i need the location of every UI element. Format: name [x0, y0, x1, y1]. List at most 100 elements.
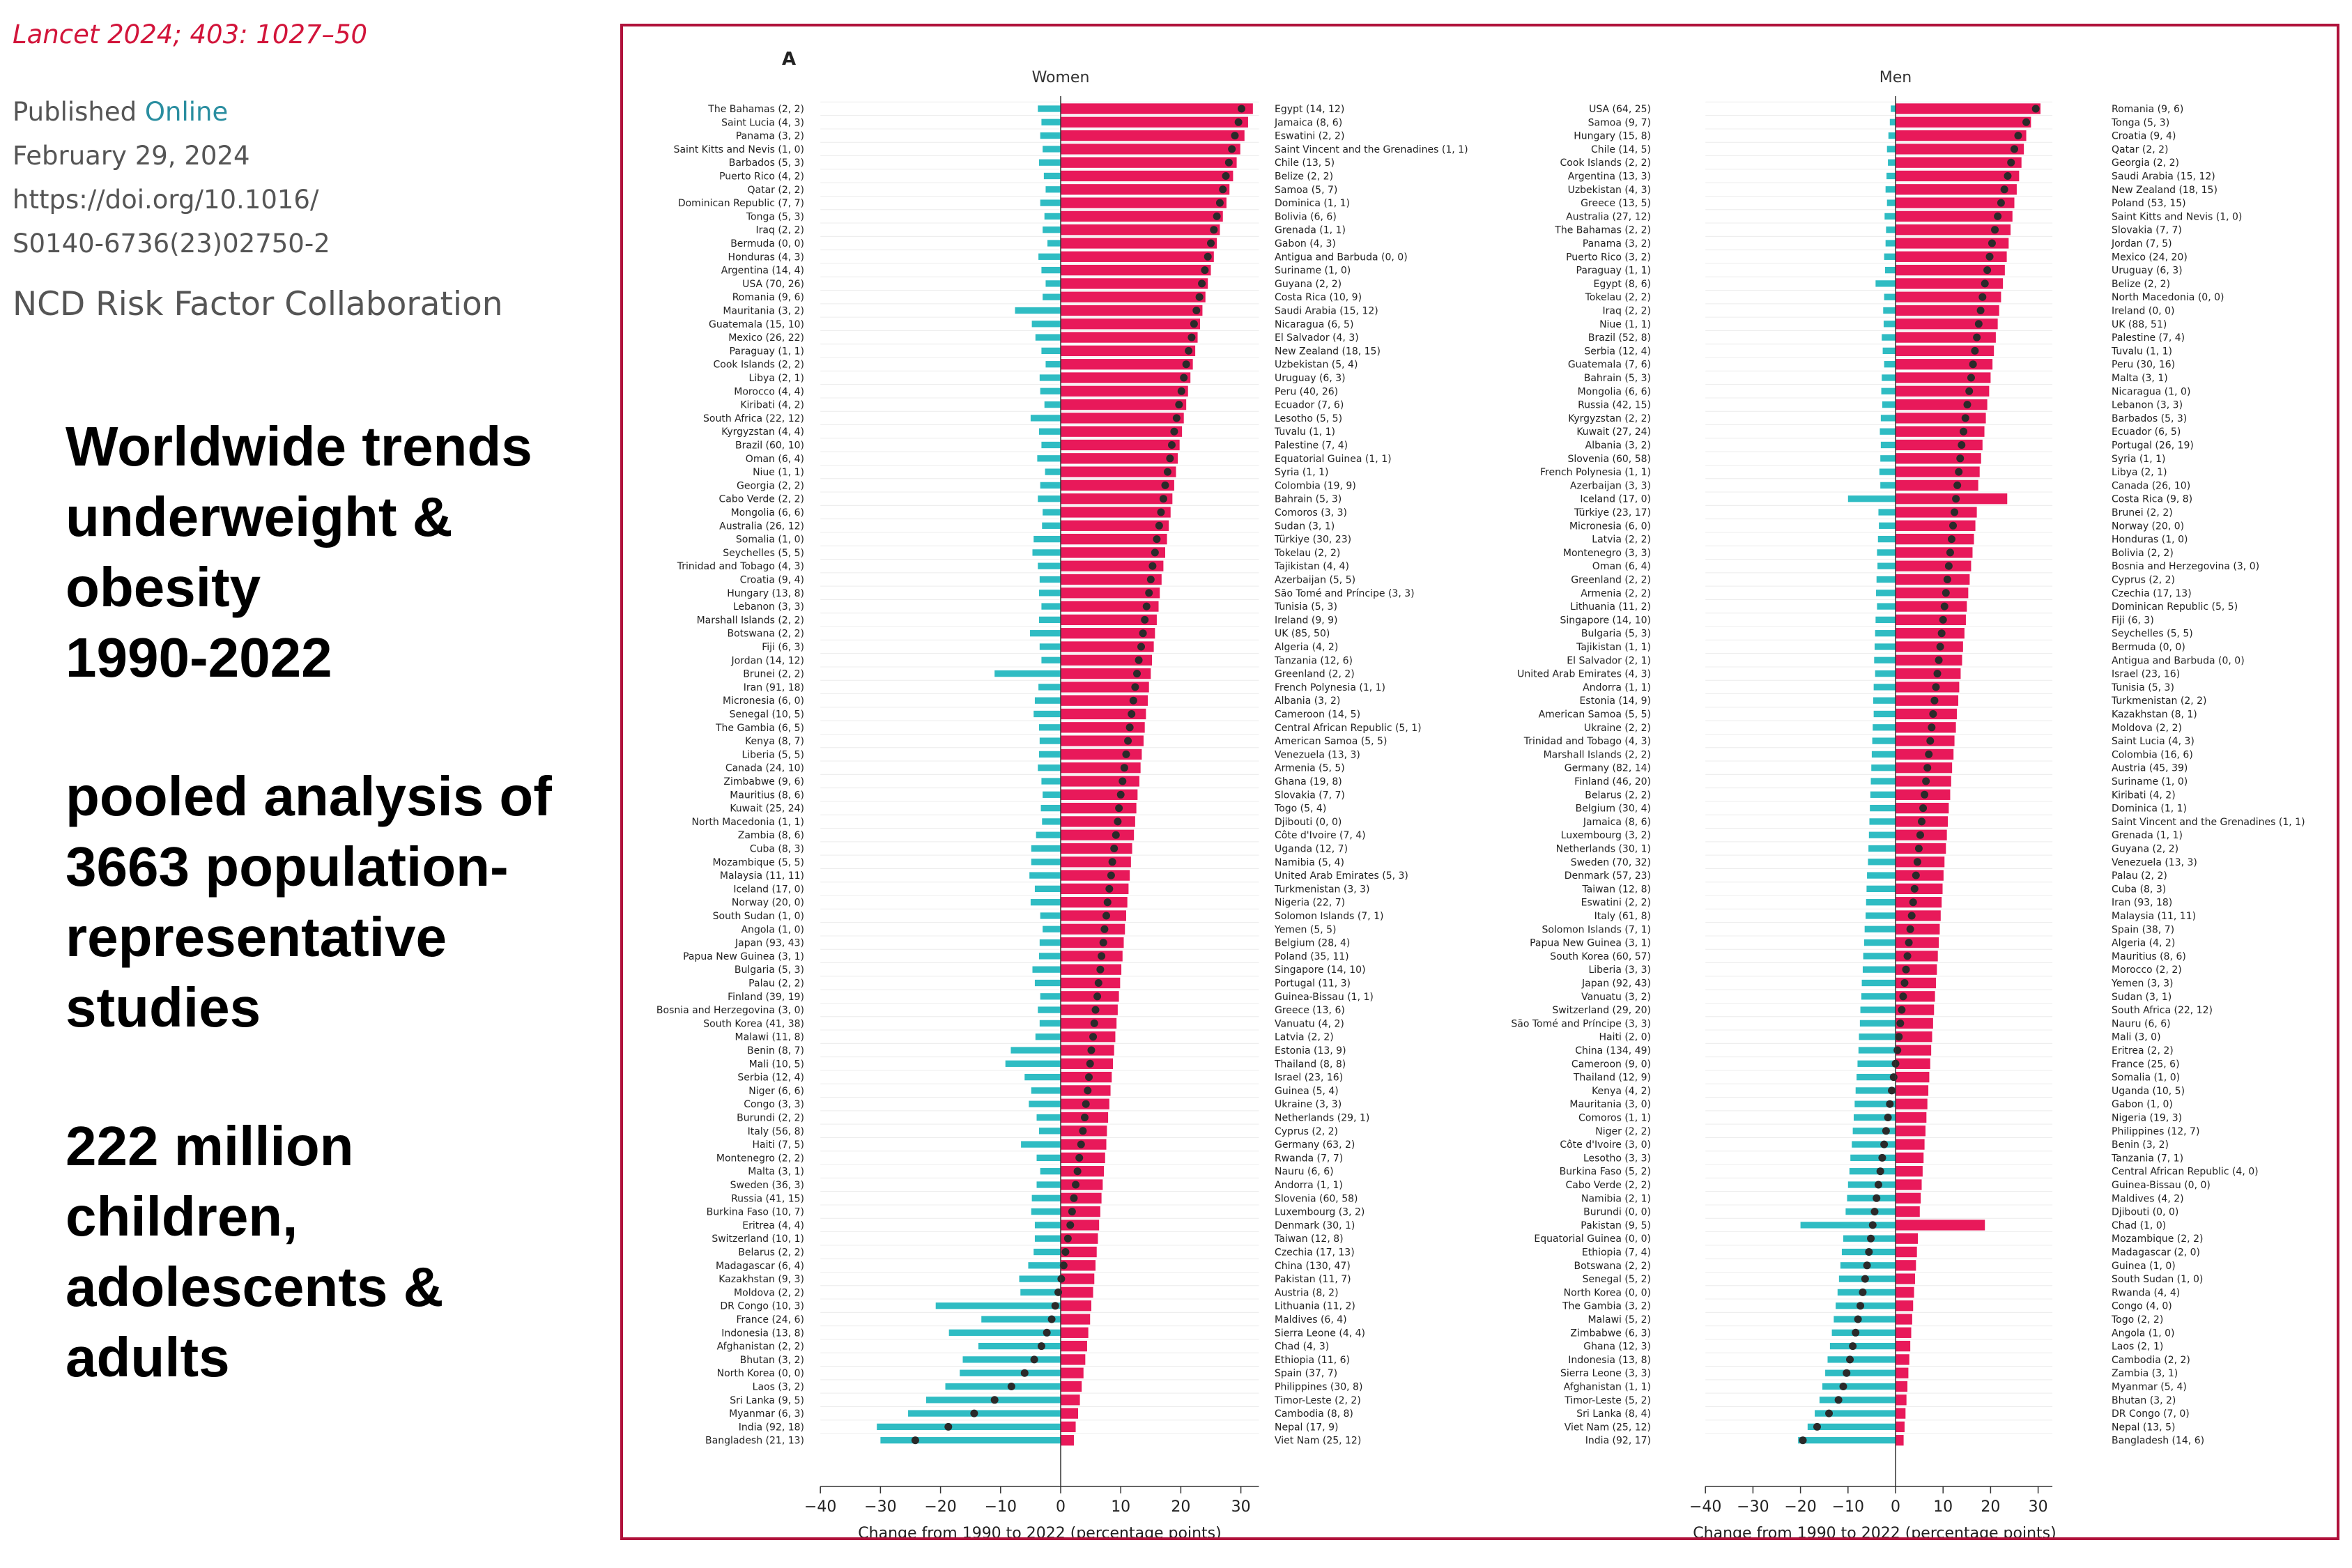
- underweight-bar: [1798, 1437, 1896, 1444]
- x-axis-label: Change from 1990 to 2022 (percentage poi…: [858, 1525, 1221, 1537]
- country-label-left: Comoros (1, 1): [1578, 1113, 1651, 1124]
- net-change-dot: [1974, 320, 1983, 328]
- country-label-right: Mozambique (2, 2): [2112, 1233, 2203, 1245]
- country-label-left: Tonga (5, 3): [746, 211, 804, 222]
- country-label-left: Sweden (70, 32): [1571, 857, 1651, 868]
- country-label-right: Guinea (1, 0): [2112, 1261, 2176, 1272]
- obesity-bar: [1061, 426, 1183, 437]
- net-change-dot: [1084, 1086, 1092, 1095]
- country-label-left: Singapore (14, 10): [1560, 615, 1651, 626]
- country-label-right: Syria (1, 1): [1275, 467, 1329, 478]
- country-label-left: Afghanistan (2, 2): [717, 1342, 804, 1353]
- country-label-left: Malaysia (11, 11): [720, 870, 804, 882]
- country-label-left: Niue (1, 1): [753, 467, 804, 478]
- country-label-right: Azerbaijan (5, 5): [1275, 575, 1355, 586]
- country-label-right: Kiribati (4, 2): [2112, 790, 2176, 801]
- country-label-right: Bhutan (3, 2): [2112, 1395, 2176, 1406]
- obesity-bar: [1896, 1220, 1985, 1231]
- country-label-left: Slovenia (60, 58): [1568, 454, 1652, 465]
- net-change-dot: [1893, 1046, 1902, 1054]
- underweight-bar: [1031, 859, 1061, 866]
- net-change-dot: [1182, 360, 1190, 369]
- country-label-left: Bermuda (0, 0): [730, 238, 804, 249]
- country-label-right: Djibouti (0, 0): [2112, 1207, 2178, 1218]
- country-label-right: Nigeria (19, 3): [2112, 1113, 2182, 1124]
- underweight-bar: [1021, 1141, 1061, 1148]
- country-label-right: Saint Lucia (4, 3): [2112, 736, 2195, 747]
- net-change-dot: [911, 1436, 919, 1445]
- net-change-dot: [1971, 346, 1979, 355]
- obesity-bar: [1896, 264, 2005, 276]
- obesity-bar: [1061, 1314, 1091, 1325]
- obesity-bar: [1061, 762, 1141, 774]
- country-label-right: Uruguay (6, 3): [2112, 266, 2183, 277]
- net-change-dot: [1161, 481, 1169, 489]
- country-label-right: Uganda (10, 5): [2112, 1086, 2185, 1097]
- doi-line-1: https://doi.org/10.1016/: [13, 185, 319, 215]
- obesity-bar: [1896, 601, 1967, 612]
- obesity-bar: [1061, 628, 1155, 639]
- country-label-left: The Gambia (6, 5): [715, 723, 804, 734]
- obesity-bar: [1061, 359, 1193, 370]
- net-change-dot: [2011, 145, 2018, 153]
- country-label-right: Bermuda (0, 0): [2112, 642, 2185, 653]
- obesity-bar: [1896, 238, 2009, 249]
- country-label-right: Romania (9, 6): [2112, 104, 2183, 115]
- net-change-dot: [1951, 508, 1959, 516]
- net-change-dot: [1978, 293, 1987, 301]
- country-label-left: Thailand (12, 9): [1573, 1073, 1651, 1084]
- obesity-bar: [1896, 1367, 1909, 1378]
- country-label-right: Philippines (12, 7): [2112, 1126, 2199, 1137]
- country-label-right: Spain (38, 7): [2112, 924, 2174, 935]
- net-change-dot: [1091, 1006, 1100, 1014]
- obesity-bar: [1061, 923, 1125, 935]
- x-tick-label: 20: [1981, 1498, 2000, 1516]
- underweight-bar: [1870, 804, 1896, 812]
- underweight-bar: [1864, 925, 1896, 932]
- country-label-left: Iraq (2, 2): [1603, 306, 1651, 317]
- country-label-left: Iran (91, 18): [744, 682, 804, 693]
- net-change-dot: [1936, 643, 1944, 651]
- country-label-right: Dominican Republic (5, 5): [2112, 601, 2238, 613]
- net-change-dot: [1037, 1342, 1045, 1351]
- country-label-left: South Korea (60, 57): [1550, 951, 1651, 962]
- net-change-dot: [1973, 333, 1981, 341]
- country-label-right: Nauru (6, 6): [2112, 1018, 2171, 1029]
- country-label-right: New Zealand (18, 15): [1275, 346, 1381, 357]
- country-label-left: Tokelau (2, 2): [1585, 292, 1651, 303]
- underweight-bar: [1039, 1020, 1061, 1027]
- country-label-left: Oman (6, 4): [746, 454, 804, 465]
- underweight-bar: [1040, 1168, 1061, 1175]
- figure-chart: A Women The Bahamas (2, 2) Egypt (14, 12) Sa…: [656, 49, 2305, 1537]
- net-change-dot: [1163, 468, 1171, 476]
- country-label-right: Tunisia (5, 3): [1274, 601, 1337, 613]
- x-axis-label: Change from 1990 to 2022 (percentage poi…: [1693, 1525, 2056, 1537]
- country-label-right: Luxembourg (3, 2): [1275, 1207, 1365, 1218]
- net-change-dot: [1888, 1086, 1896, 1095]
- underweight-bar: [1041, 603, 1061, 610]
- country-label-right: Croatia (9, 4): [2112, 131, 2176, 142]
- country-label-right: Portugal (11, 3): [1275, 978, 1351, 990]
- obesity-bar: [1896, 493, 2008, 505]
- net-change-dot: [1825, 1409, 1834, 1417]
- obesity-bar: [1896, 547, 1973, 558]
- country-label-right: Netherlands (29, 1): [1275, 1113, 1369, 1124]
- country-label-right: Latvia (2, 2): [1275, 1032, 1334, 1043]
- obesity-bar: [1896, 1017, 1933, 1029]
- country-label-left: Cabo Verde (2, 2): [1566, 1180, 1651, 1191]
- country-label-right: Belize (2, 2): [2112, 279, 2170, 290]
- underweight-bar: [1882, 374, 1896, 381]
- net-change-dot: [1077, 1140, 1085, 1148]
- obesity-bar: [1061, 883, 1129, 895]
- country-label-right: Palestine (7, 4): [2112, 332, 2185, 344]
- obesity-bar: [1061, 533, 1167, 545]
- net-change-dot: [1153, 535, 1161, 544]
- country-label-right: Turkmenistan (3, 3): [1274, 884, 1370, 895]
- country-label-left: Burundi (0, 0): [1583, 1207, 1651, 1218]
- x-tick-label: 20: [1171, 1498, 1190, 1516]
- underweight-bar: [1873, 697, 1896, 704]
- country-label-right: Colombia (16, 6): [2112, 749, 2193, 760]
- underweight-bar: [948, 1329, 1061, 1336]
- country-label-left: Iceland (17, 0): [1580, 494, 1651, 505]
- obesity-bar: [1061, 1179, 1103, 1190]
